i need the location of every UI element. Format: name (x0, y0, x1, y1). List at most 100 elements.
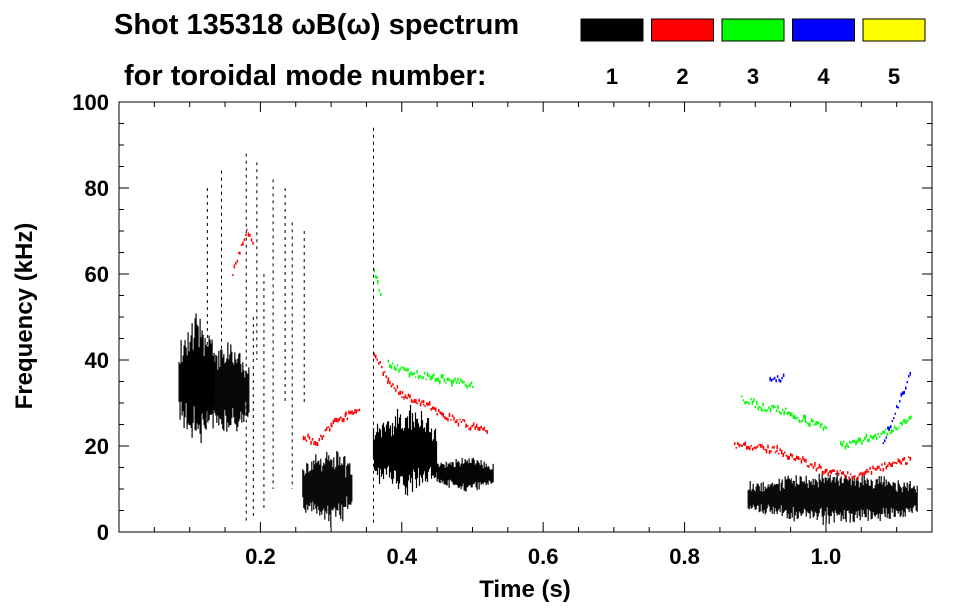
mode-track-fragment (852, 475, 855, 478)
mode-track-fragment (849, 440, 851, 444)
mode-track-fragment (891, 462, 894, 467)
mode-track-fragment (376, 358, 379, 361)
y-tick-label: 60 (85, 262, 109, 287)
mode-track-fragment (896, 462, 898, 465)
mode-track-fragment (800, 459, 803, 464)
mode-track-fragment (871, 435, 873, 440)
mode-track-fragment (331, 424, 333, 428)
mode-track-fragment (896, 428, 899, 431)
mode-track-fragment (252, 241, 254, 245)
mode-track-fragment (756, 400, 758, 406)
series-n=1 (178, 313, 918, 528)
mode-track-fragment (836, 470, 838, 473)
mode-track-fragment (818, 463, 821, 468)
mode-track-fragment (439, 411, 441, 415)
mode-track-fragment (403, 396, 405, 400)
mode-track-fragment (794, 414, 796, 420)
mode-track-fragment (818, 422, 820, 424)
mode-track-fragment (242, 241, 244, 246)
mode-track-fragment (765, 449, 768, 454)
mode-track-fragment (734, 442, 736, 446)
mode-track-fragment (351, 410, 353, 415)
mode-track-fragment (744, 401, 746, 405)
mode-track-fragment (905, 462, 907, 466)
mode-track-fragment (847, 445, 850, 449)
mode-track-fragment (802, 456, 804, 461)
mode-track-fragment (896, 405, 898, 408)
mode-track-fragment (841, 442, 844, 447)
mode-track-fragment (414, 376, 417, 379)
mode-track-fragment (789, 453, 792, 457)
mode-track-fragment (409, 394, 411, 399)
mode-track-fragment (478, 426, 481, 431)
mode-track-fragment (762, 445, 765, 450)
mode-track-fragment (909, 456, 912, 461)
mode-track-fragment (752, 447, 754, 451)
mode-track-fragment (900, 461, 903, 465)
mode-track-fragment (746, 446, 748, 450)
mode-track-fragment (321, 436, 323, 441)
mode-track-fragment (462, 418, 464, 421)
mode-track-fragment (902, 458, 904, 462)
mode-track-fragment (748, 402, 751, 405)
mode-track-fragment (785, 454, 787, 457)
mode-track-fragment (885, 465, 888, 470)
mode-track-fragment (899, 459, 901, 464)
mode-track-fragment (861, 472, 864, 477)
mode-track-fragment (437, 377, 440, 382)
mode-track-fragment (795, 417, 798, 420)
mode-track-fragment (410, 398, 413, 403)
mode-track-fragment (814, 462, 816, 467)
mode-track-fragment (877, 432, 879, 436)
mode-track-fragment (776, 375, 779, 378)
mode-track-fragment (876, 465, 879, 470)
legend-label-mode-1: 1 (606, 64, 618, 89)
mode-track-fragment (738, 443, 741, 448)
mode-track-fragment (848, 477, 850, 480)
broadband-spikes (206, 127, 375, 524)
mode-track-fragment (459, 418, 461, 421)
x-tick-label: 1.0 (811, 544, 842, 569)
mode-track-fragment (866, 468, 868, 473)
mode-track-fragment (884, 461, 886, 466)
mode-track-fragment (334, 417, 336, 423)
mode-track-fragment (307, 433, 309, 438)
mode-track-fragment (775, 379, 777, 383)
mode-track-fragment (741, 444, 744, 447)
mode-track-fragment (390, 365, 393, 369)
mode-track-fragment (860, 471, 862, 475)
mode-track-fragment (760, 407, 763, 412)
mode-track-fragment (819, 423, 822, 429)
mode-track-fragment (822, 426, 825, 432)
mode-track-fragment (468, 427, 470, 431)
mode-track-fragment (355, 409, 358, 414)
mode-track-fragment (757, 406, 760, 411)
mode-track-fragment (756, 445, 759, 448)
mode-track-fragment (765, 409, 767, 413)
mode-track-fragment (879, 468, 882, 471)
mode-track-fragment (458, 381, 461, 385)
mode-track-fragment (460, 378, 462, 382)
mode-track-fragment (882, 442, 885, 445)
mode-track-fragment (884, 439, 886, 443)
mode-track-fragment (770, 450, 772, 453)
mode-track-fragment (755, 447, 757, 450)
mode-track-fragment (413, 372, 415, 375)
mode-track-fragment (851, 476, 853, 480)
x-tick-label: 0.8 (669, 544, 700, 569)
mode-track-fragment (861, 441, 863, 445)
mode-track-fragment (434, 407, 437, 412)
mode-track-fragment (442, 412, 444, 418)
mode-track-fragment (235, 261, 237, 265)
mode-track-fragment (393, 387, 396, 390)
mode-track-fragment (844, 445, 847, 450)
mode-track-fragment (310, 440, 312, 445)
mode-track-fragment (427, 402, 429, 407)
mode-track-fragment (399, 390, 402, 395)
mode-track-fragment (426, 372, 429, 377)
mode-track-fragment (416, 402, 419, 405)
mode-track-fragment (446, 377, 449, 381)
mode-track-fragment (854, 475, 856, 477)
mode-track-fragment (813, 423, 816, 426)
mode-track-fragment (875, 436, 878, 441)
